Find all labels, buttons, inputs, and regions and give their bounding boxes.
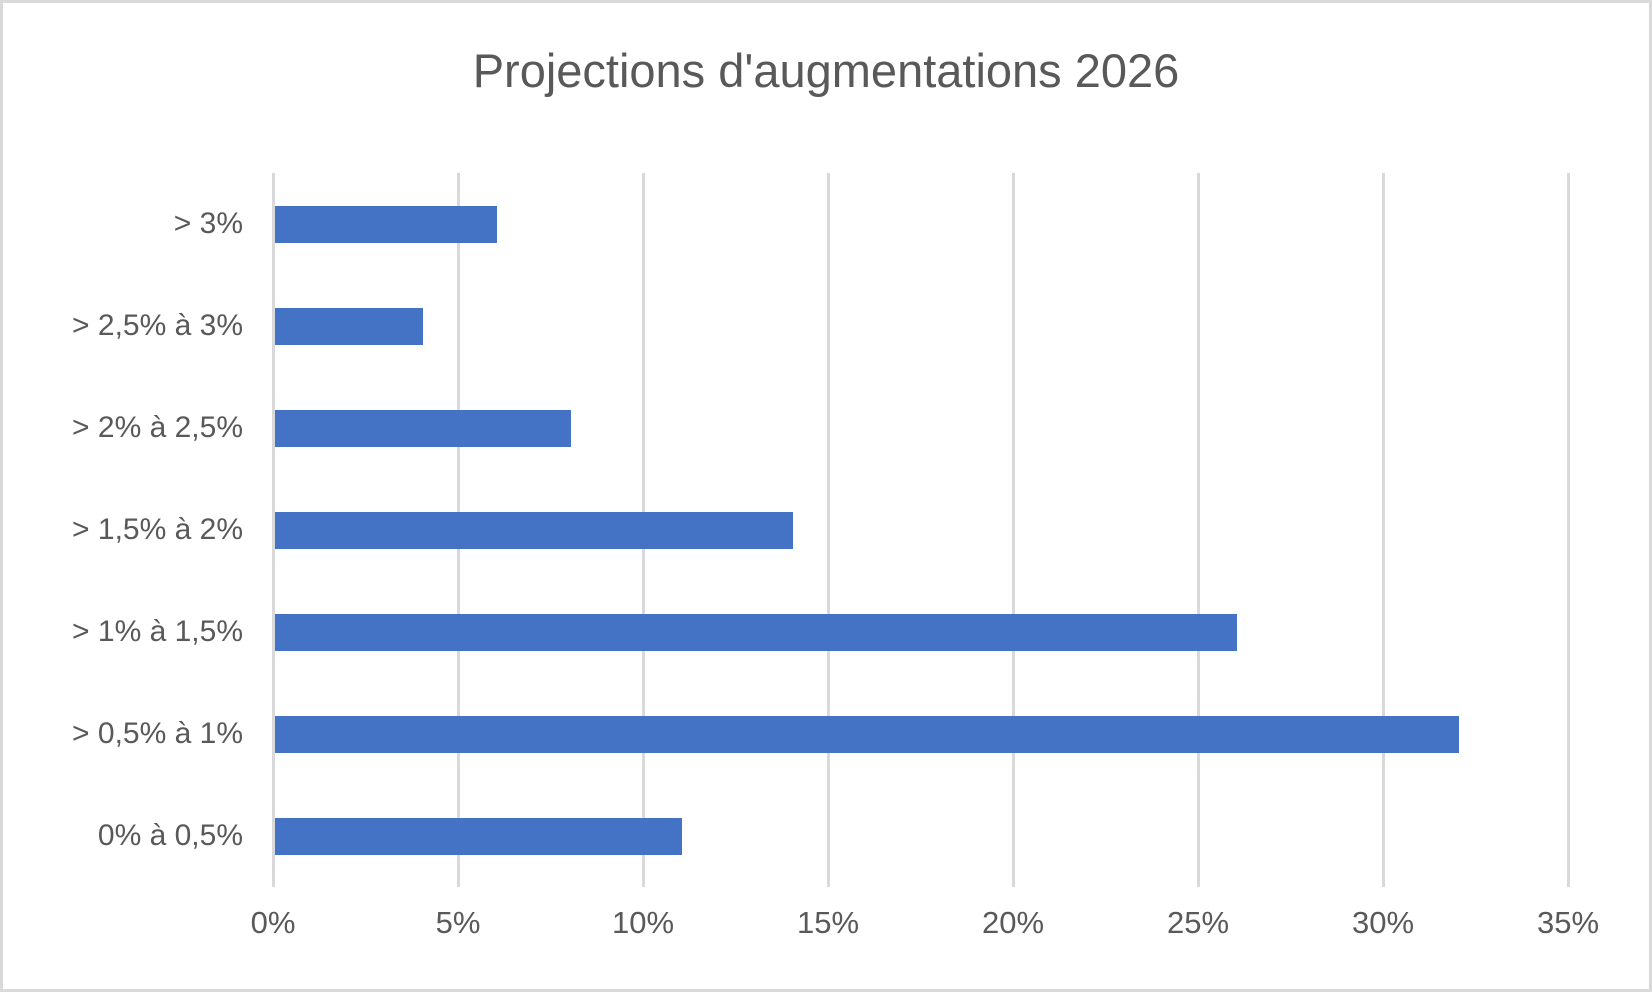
category-axis: > 3% > 2,5% à 3% > 2% à 2,5% > 1,5% à 2% > 1…: [3, 173, 243, 887]
bar: [275, 409, 571, 447]
x-axis-tick-label: 30%: [1351, 905, 1415, 940]
x-axis-tick-label: 5%: [435, 905, 481, 940]
gridline: [827, 173, 830, 887]
gridline: [272, 173, 275, 887]
x-axis-tick-label: 0%: [250, 905, 296, 940]
x-axis-tick-label: 20%: [981, 905, 1045, 940]
bar: [275, 613, 1237, 651]
bar: [275, 307, 423, 345]
x-axis-tick-label: 15%: [796, 905, 860, 940]
x-axis-tick-label: 10%: [611, 905, 675, 940]
category-label: 0% à 0,5%: [97, 819, 243, 852]
category-label: > 1% à 1,5%: [72, 615, 243, 648]
category-label: > 1,5% à 2%: [72, 513, 243, 546]
gridline: [1382, 173, 1385, 887]
category-label: > 3%: [173, 207, 243, 240]
x-axis-tick-label: 35%: [1536, 905, 1600, 940]
bar: [275, 511, 793, 549]
bar: [275, 817, 682, 855]
gridline: [1012, 173, 1015, 887]
value-axis: 0% 5% 10% 15% 20% 25% 30% 35%: [251, 887, 1599, 957]
chart-title: Projections d'augmentations 2026: [472, 44, 1180, 97]
bar: [275, 715, 1459, 753]
bar: [275, 205, 497, 243]
x-axis-tick-label: 25%: [1166, 905, 1230, 940]
plot-area: [272, 173, 1570, 887]
category-label: > 2,5% à 3%: [72, 309, 243, 342]
gridline: [1567, 173, 1570, 887]
category-label: > 2% à 2,5%: [72, 411, 243, 444]
gridline: [1197, 173, 1200, 887]
category-label: > 0,5% à 1%: [72, 717, 243, 750]
